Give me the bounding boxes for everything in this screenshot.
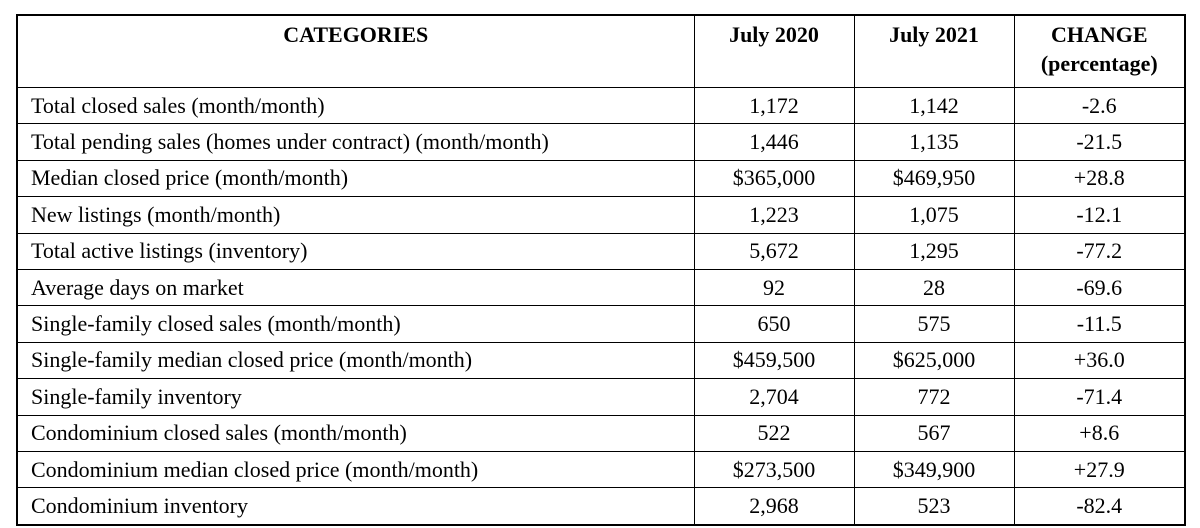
july-2021-value-cell: 1,142 bbox=[853, 86, 1015, 125]
column-header-july-2020: July 2020 bbox=[693, 14, 855, 88]
column-header-categories: CATEGORIES bbox=[16, 14, 695, 88]
category-cell: Single-family median closed price (month… bbox=[16, 341, 695, 380]
column-header-change-line1: CHANGE bbox=[1050, 22, 1148, 47]
category-cell: Total active listings (inventory) bbox=[16, 232, 695, 270]
category-cell: Average days on market bbox=[16, 268, 695, 307]
july-2021-value-cell: $625,000 bbox=[853, 341, 1015, 380]
change-value-cell: -2.6 bbox=[1013, 86, 1186, 125]
july-2021-value-cell: $469,950 bbox=[853, 159, 1015, 198]
change-value-cell: +28.8 bbox=[1013, 159, 1186, 198]
table-row: Condominium closed sales (month/month) 5… bbox=[16, 414, 1186, 452]
category-cell: Total closed sales (month/month) bbox=[16, 86, 695, 125]
july-2021-value-cell: 28 bbox=[853, 268, 1015, 307]
table-header-row: CATEGORIES July 2020 July 2021 CHANGE (p… bbox=[16, 14, 1186, 88]
category-cell: Condominium closed sales (month/month) bbox=[16, 414, 695, 452]
table-row: Single-family inventory 2,704 772 -71.4 bbox=[16, 378, 1186, 416]
column-header-change: CHANGE (percentage) bbox=[1013, 14, 1186, 88]
july-2020-value-cell: 1,172 bbox=[693, 86, 855, 125]
change-value-cell: -69.6 bbox=[1013, 268, 1186, 307]
july-2021-value-cell: 523 bbox=[853, 487, 1015, 526]
category-cell: New listings (month/month) bbox=[16, 196, 695, 234]
july-2020-value-cell: 650 bbox=[693, 305, 855, 343]
july-2020-value-cell: 1,446 bbox=[693, 123, 855, 161]
column-header-july-2021: July 2021 bbox=[853, 14, 1015, 88]
category-cell: Single-family closed sales (month/month) bbox=[16, 305, 695, 343]
change-value-cell: +36.0 bbox=[1013, 341, 1186, 380]
change-value-cell: -71.4 bbox=[1013, 378, 1186, 416]
category-cell: Condominium inventory bbox=[16, 487, 695, 526]
table-row: Single-family closed sales (month/month)… bbox=[16, 305, 1186, 343]
table-row: Average days on market 92 28 -69.6 bbox=[16, 268, 1186, 307]
july-2021-value-cell: 1,295 bbox=[853, 232, 1015, 270]
table-row: Condominium inventory 2,968 523 -82.4 bbox=[16, 487, 1186, 526]
change-value-cell: -21.5 bbox=[1013, 123, 1186, 161]
change-value-cell: -12.1 bbox=[1013, 196, 1186, 234]
july-2021-value-cell: 1,075 bbox=[853, 196, 1015, 234]
table-row: Total closed sales (month/month) 1,172 1… bbox=[16, 86, 1186, 125]
table-row: Median closed price (month/month) $365,0… bbox=[16, 159, 1186, 198]
july-2020-value-cell: $459,500 bbox=[693, 341, 855, 380]
category-cell: Single-family inventory bbox=[16, 378, 695, 416]
july-2020-value-cell: 5,672 bbox=[693, 232, 855, 270]
table-row: Condominium median closed price (month/m… bbox=[16, 450, 1186, 489]
july-2021-value-cell: 567 bbox=[853, 414, 1015, 452]
july-2021-value-cell: $349,900 bbox=[853, 450, 1015, 489]
table-row: Total pending sales (homes under contrac… bbox=[16, 123, 1186, 161]
july-2020-value-cell: 2,968 bbox=[693, 487, 855, 526]
table-body: Total closed sales (month/month) 1,172 1… bbox=[16, 86, 1186, 526]
market-comparison-table: CATEGORIES July 2020 July 2021 CHANGE (p… bbox=[16, 14, 1186, 526]
july-2020-value-cell: $365,000 bbox=[693, 159, 855, 198]
table-row: New listings (month/month) 1,223 1,075 -… bbox=[16, 196, 1186, 234]
category-cell: Condominium median closed price (month/m… bbox=[16, 450, 695, 489]
july-2020-value-cell: 522 bbox=[693, 414, 855, 452]
change-value-cell: +8.6 bbox=[1013, 414, 1186, 452]
july-2020-value-cell: 2,704 bbox=[693, 378, 855, 416]
category-cell: Total pending sales (homes under contrac… bbox=[16, 123, 695, 161]
column-header-change-line2: (percentage) bbox=[1040, 50, 1158, 76]
table-row: Total active listings (inventory) 5,672 … bbox=[16, 232, 1186, 270]
table-row: Single-family median closed price (month… bbox=[16, 341, 1186, 380]
category-cell: Median closed price (month/month) bbox=[16, 159, 695, 198]
july-2020-value-cell: $273,500 bbox=[693, 450, 855, 489]
july-2021-value-cell: 1,135 bbox=[853, 123, 1015, 161]
july-2021-value-cell: 575 bbox=[853, 305, 1015, 343]
july-2020-value-cell: 92 bbox=[693, 268, 855, 307]
change-value-cell: -82.4 bbox=[1013, 487, 1186, 526]
july-2020-value-cell: 1,223 bbox=[693, 196, 855, 234]
change-value-cell: -77.2 bbox=[1013, 232, 1186, 270]
july-2021-value-cell: 772 bbox=[853, 378, 1015, 416]
change-value-cell: +27.9 bbox=[1013, 450, 1186, 489]
change-value-cell: -11.5 bbox=[1013, 305, 1186, 343]
